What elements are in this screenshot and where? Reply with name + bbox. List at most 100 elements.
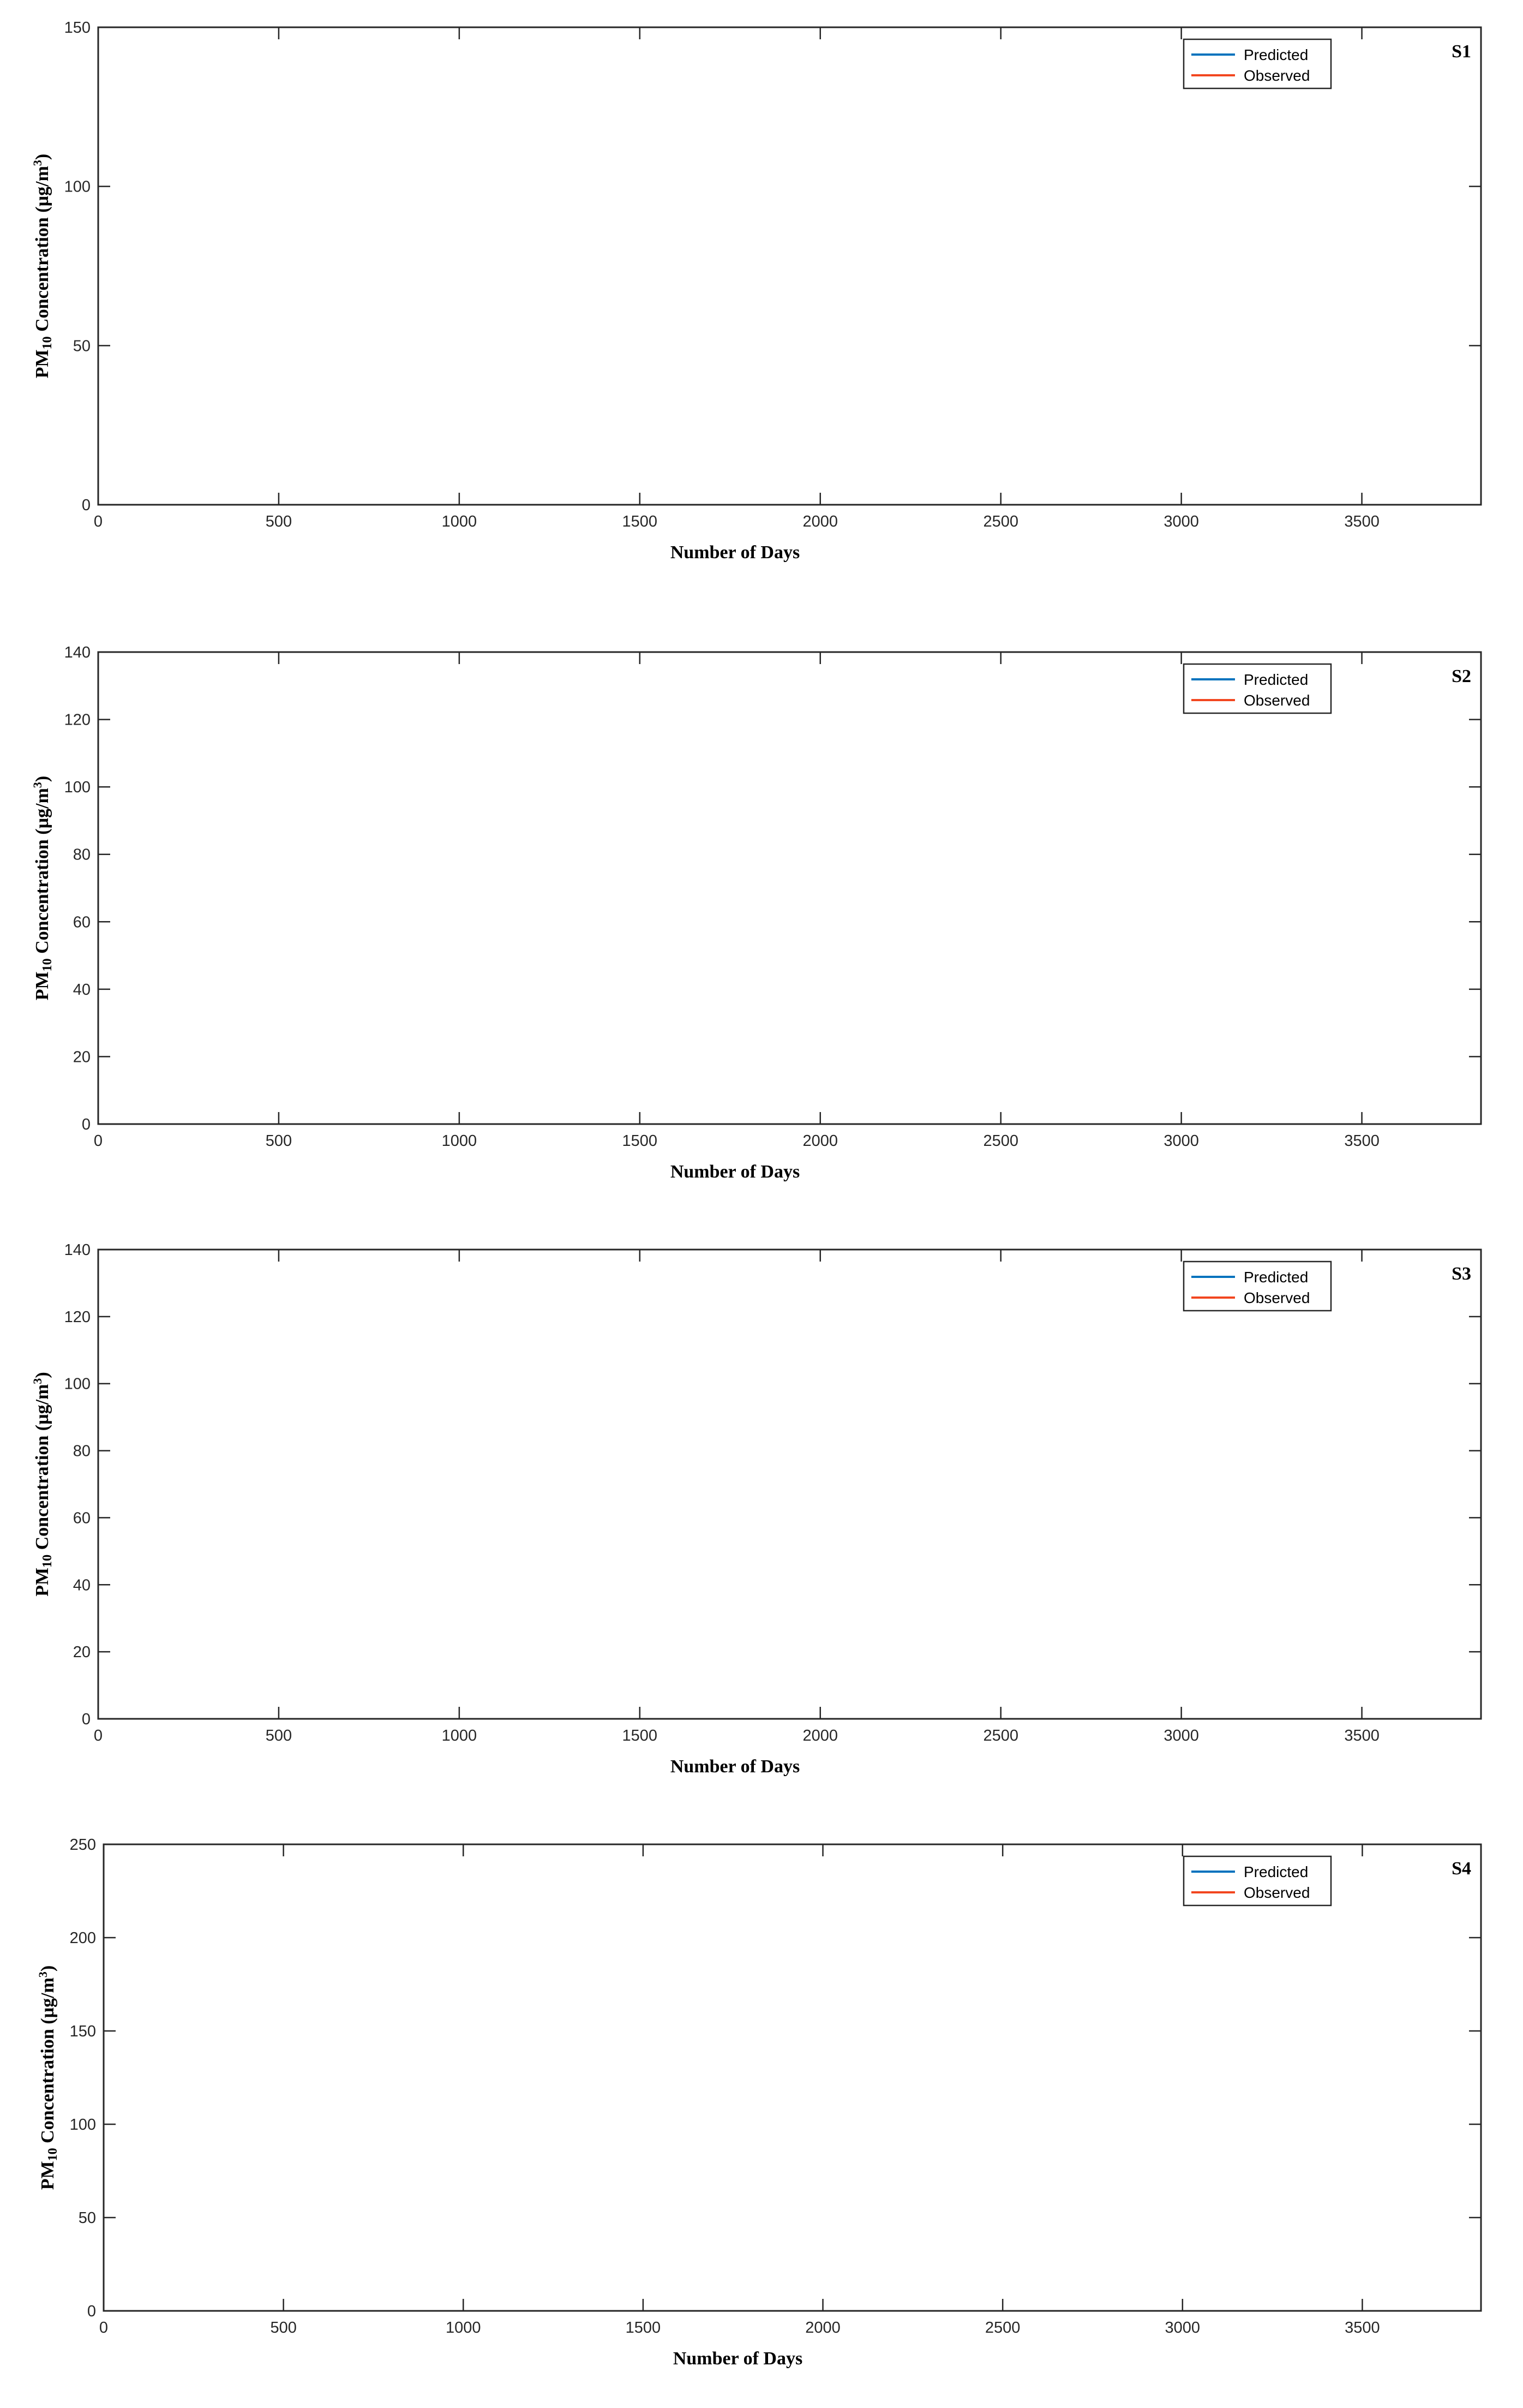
x-tick-label: 2000 (803, 1727, 838, 1744)
x-tick-label: 2000 (803, 1132, 838, 1150)
y-tick-label: 150 (70, 2023, 96, 2040)
x-tick-label: 1500 (622, 1727, 658, 1744)
legend-label-observed: Observed (1244, 692, 1310, 709)
y-tick-label: 50 (73, 337, 91, 355)
x-tick-label: 2500 (983, 1132, 1018, 1150)
y-axis-label: PM10 Concentration (µg/m3) (31, 1372, 55, 1597)
y-tick-label: 0 (82, 497, 91, 514)
axes-frame (97, 1248, 1482, 1720)
y-axis-label-sub: 10 (46, 2148, 60, 2161)
y-axis-label-end: ) (32, 1372, 52, 1378)
y-tick-label: 50 (79, 2209, 96, 2227)
y-tick-label: 150 (64, 19, 91, 37)
x-tick-label: 500 (266, 1132, 292, 1150)
x-tick-label: 2500 (985, 2319, 1021, 2337)
y-axis-label-mid: Concentration (µg/m (32, 788, 52, 958)
y-axis-label-mid: Concentration (µg/m (32, 166, 52, 336)
legend-box (1183, 663, 1332, 714)
y-axis-label-end: ) (32, 776, 52, 782)
x-tick-label: 1000 (442, 1727, 477, 1744)
y-tick-label: 100 (64, 1376, 91, 1393)
y-tick-label: 0 (82, 1711, 91, 1728)
x-tick-label: 1000 (442, 513, 477, 530)
chart-panel-s2: 0 500 1000 1500 2000 2500 3000 3500 0 20 40 60 80 100… (31, 644, 1482, 1182)
x-tick-label: 2500 (983, 1727, 1018, 1744)
x-tick-label: 2500 (983, 513, 1018, 530)
y-axis-label-pm: PM (32, 971, 52, 1000)
y-tick-label: 60 (73, 913, 91, 931)
axes-frame (97, 26, 1482, 506)
legend-label-predicted: Predicted (1244, 671, 1308, 688)
legend: Predicted Observed (1183, 38, 1332, 89)
panel-label: S3 (1452, 1264, 1471, 1284)
panel-label: S1 (1452, 41, 1471, 62)
y-axis-label-mid: Concentration (µg/m (38, 1977, 58, 2148)
y-axis-label: PM10 Concentration (µg/m3) (36, 1965, 60, 2190)
legend: Predicted Observed (1183, 663, 1332, 714)
y-axis-label-sub: 10 (40, 958, 55, 971)
x-tick-label: 3500 (1344, 513, 1380, 530)
y-tick-label: 100 (70, 2116, 96, 2134)
y-tick-label: 20 (73, 1048, 91, 1066)
y-axis-label-sup: 3 (31, 160, 44, 166)
y-tick-label: 200 (70, 1929, 96, 1947)
x-tick-label: 3500 (1345, 2319, 1380, 2337)
y-axis-label-sup: 3 (31, 1378, 44, 1384)
x-tick-label: 3000 (1164, 1727, 1199, 1744)
y-axis-label-sub: 10 (40, 336, 55, 349)
chart-panel-s4: 0 500 1000 1500 2000 2500 3000 3500 0 50 100 150 200… (36, 1836, 1482, 2369)
y-axis-label-end: ) (32, 154, 52, 160)
y-tick-label: 250 (70, 1836, 96, 1854)
x-axis-label: Number of Days (670, 1162, 800, 1182)
chart-panel-s1: 0 500 1000 1500 2000 2500 3000 3500 0 50 100 150 Num… (31, 19, 1482, 563)
y-tick-label: 20 (73, 1644, 91, 1661)
legend-label-observed: Observed (1244, 1289, 1310, 1306)
x-tick-label: 2000 (803, 513, 838, 530)
x-tick-label: 0 (94, 1727, 103, 1744)
y-tick-label: 120 (64, 1308, 91, 1326)
x-tick-label: 3000 (1164, 1132, 1199, 1150)
panel-label: S4 (1452, 1859, 1471, 1879)
x-tick-label: 500 (266, 1727, 292, 1744)
y-tick-label: 120 (64, 712, 91, 729)
y-axis-label-mid: Concentration (µg/m (32, 1384, 52, 1555)
y-tick-label: 40 (73, 981, 91, 999)
x-tick-label: 3500 (1344, 1727, 1380, 1744)
x-tick-label: 2000 (805, 2319, 841, 2337)
x-axis-label: Number of Days (670, 1756, 800, 1777)
y-tick-label: 80 (73, 1443, 91, 1460)
x-tick-label: 3000 (1164, 513, 1199, 530)
y-axis-label-sub: 10 (40, 1555, 55, 1568)
y-axis-label-end: ) (38, 1965, 58, 1971)
x-tick-label: 1500 (622, 513, 658, 530)
x-tick-label: 0 (94, 513, 103, 530)
x-tick-label: 3500 (1344, 1132, 1380, 1150)
x-tick-label: 0 (94, 1132, 103, 1150)
x-tick-label: 500 (270, 2319, 296, 2337)
axes-frame (103, 1843, 1482, 2312)
legend: Predicted Observed (1183, 1855, 1332, 1907)
y-tick-label: 100 (64, 178, 91, 196)
y-tick-label: 40 (73, 1576, 91, 1594)
legend-label-predicted: Predicted (1244, 46, 1308, 63)
x-tick-label: 0 (99, 2319, 108, 2337)
y-tick-label: 80 (73, 846, 91, 864)
legend: Predicted Observed (1183, 1260, 1332, 1312)
y-axis-label-pm: PM (32, 349, 52, 378)
y-axis-label-pm: PM (32, 1568, 52, 1597)
legend-label-observed: Observed (1244, 1884, 1310, 1901)
x-tick-label: 500 (266, 513, 292, 530)
panel-label: S2 (1452, 666, 1471, 686)
y-tick-label: 140 (64, 644, 91, 661)
x-axis-label: Number of Days (673, 2349, 802, 2369)
legend-box (1183, 1260, 1332, 1312)
chart-panel-s3: 0 500 1000 1500 2000 2500 3000 3500 0 20 40 60 80 100… (31, 1241, 1482, 1777)
x-tick-label: 1500 (626, 2319, 661, 2337)
axes-frame (97, 651, 1482, 1125)
y-axis-label: PM10 Concentration (µg/m3) (31, 776, 55, 1001)
y-tick-label: 0 (82, 1116, 91, 1133)
y-tick-label: 60 (73, 1509, 91, 1527)
x-tick-label: 3000 (1165, 2319, 1201, 2337)
legend-box (1183, 38, 1332, 89)
